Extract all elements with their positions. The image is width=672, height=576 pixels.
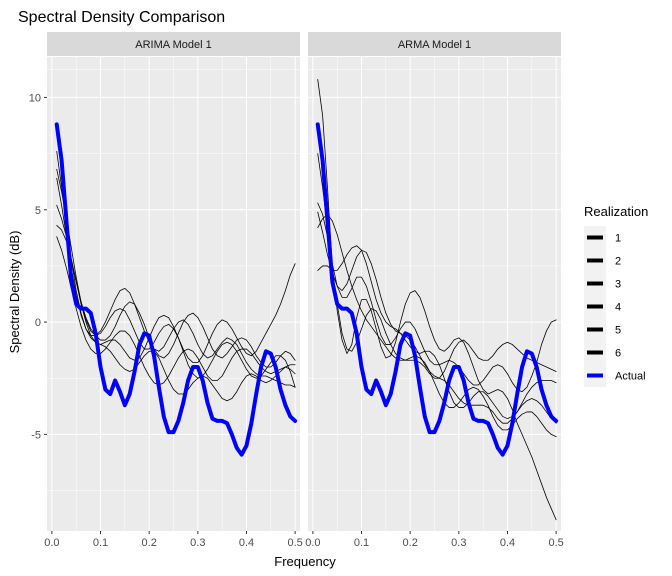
facet-strip-label: ARIMA Model 1	[135, 39, 211, 51]
x-tick-label: 0.4	[500, 537, 515, 549]
legend-label-2: 2	[615, 256, 621, 268]
series-line-5	[317, 213, 557, 438]
series-line-actual	[315, 122, 559, 457]
x-tick-label: 0.2	[142, 537, 157, 549]
legend-label-actual: Actual	[615, 371, 646, 383]
series-line-1	[317, 79, 557, 521]
x-tick-label: 0.3	[451, 537, 466, 549]
panel-arima-model-1: ARIMA Model 1 0.0 0.1 0.2 0.3 0.4 0.5 -5 0 5 10	[29, 32, 303, 549]
legend-label-3: 3	[615, 279, 621, 291]
x-tick-label: 0.1	[354, 537, 369, 549]
facet-panels: ARIMA Model 1 0.0 0.1 0.2 0.3 0.4 0.5 -5 0 5 10 ARM…	[29, 32, 564, 549]
facet-strip	[308, 32, 561, 56]
facet-strip	[47, 32, 300, 56]
legend: Realization 1 2 3 4 5 6 Actual	[584, 204, 648, 387]
y-tick-label: -5	[31, 429, 41, 441]
x-tick-label: 0.0	[44, 537, 59, 549]
legend-label-4: 4	[615, 302, 621, 314]
legend-label-5: 5	[615, 325, 621, 337]
x-tick-label: 0.2	[403, 537, 418, 549]
series-line-actual	[54, 122, 298, 457]
y-tick-label: 5	[35, 205, 41, 217]
x-axis-title: Frequency	[274, 554, 336, 569]
panel-arma-model-1: ARMA Model 1 0.0 0.1 0.2 0.3 0.4 0.5	[305, 32, 564, 549]
legend-label-6: 6	[615, 348, 621, 360]
x-tick-label: 0.3	[190, 537, 205, 549]
x-tick-label: 0.0	[305, 537, 320, 549]
y-tick-label: 0	[35, 317, 41, 329]
series-line-5	[56, 236, 296, 386]
x-tick-label: 0.1	[93, 537, 108, 549]
legend-label-1: 1	[615, 233, 621, 245]
facet-strip-label: ARMA Model 1	[398, 39, 471, 51]
y-tick-label: 10	[29, 92, 41, 104]
x-tick-label: 0.5	[287, 537, 302, 549]
chart-title: Spectral Density Comparison	[18, 9, 225, 26]
y-axis-title: Spectral Density (dB)	[7, 231, 22, 354]
x-tick-label: 0.4	[239, 537, 254, 549]
x-tick-label: 0.5	[548, 537, 563, 549]
series-line-4	[317, 211, 557, 424]
legend-title: Realization	[584, 204, 648, 219]
